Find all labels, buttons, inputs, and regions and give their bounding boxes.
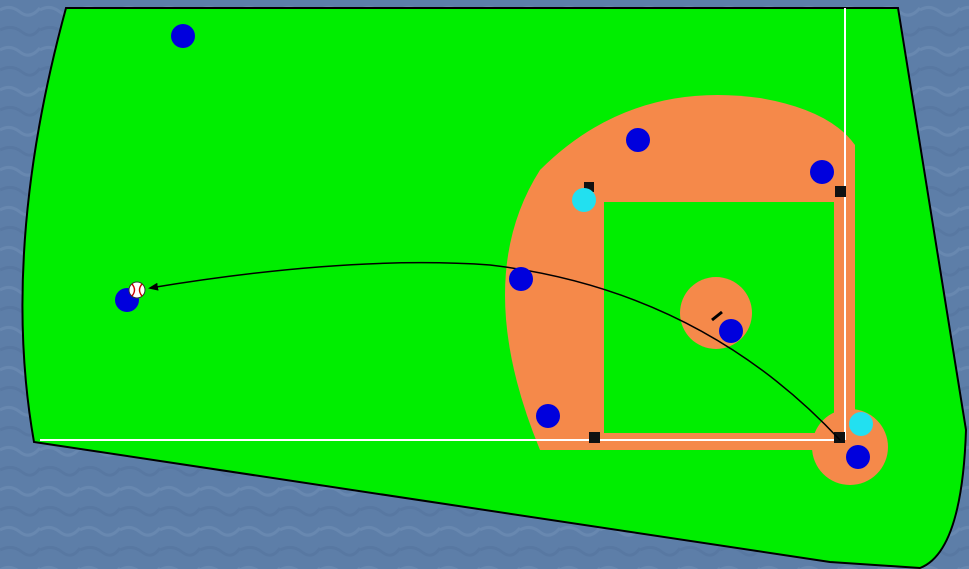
home-plate — [834, 432, 845, 443]
baseball-icon — [128, 281, 146, 299]
runner-near-second — [572, 188, 596, 212]
catcher — [846, 445, 870, 469]
pitchers-rubber — [711, 310, 723, 322]
second-baseman — [626, 128, 650, 152]
first-base — [835, 186, 846, 197]
shortstop — [509, 267, 533, 291]
left-fielder — [171, 24, 195, 48]
pitchers-mound — [680, 277, 752, 349]
second-base-marker — [584, 182, 594, 192]
pitcher — [719, 319, 743, 343]
third-baseman — [536, 404, 560, 428]
first-baseman — [810, 160, 834, 184]
ball-trajectory-line — [148, 261, 841, 441]
third-base — [589, 432, 600, 443]
batter-runner-at-home — [849, 412, 873, 436]
